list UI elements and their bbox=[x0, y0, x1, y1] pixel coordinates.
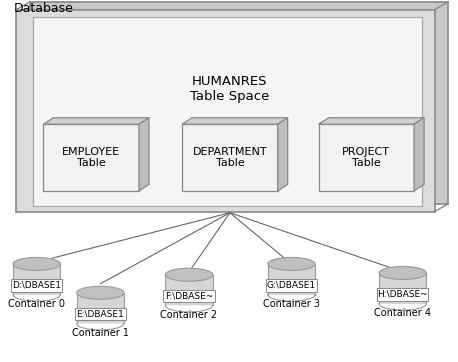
FancyBboxPatch shape bbox=[319, 124, 414, 191]
Text: PROJECT
Table: PROJECT Table bbox=[343, 147, 390, 168]
Polygon shape bbox=[76, 317, 124, 323]
Text: HUMANRES
Table Space: HUMANRES Table Space bbox=[190, 75, 270, 103]
Polygon shape bbox=[165, 275, 213, 306]
Polygon shape bbox=[319, 118, 424, 124]
Text: F:\DBASE~: F:\DBASE~ bbox=[165, 292, 213, 301]
Text: E:\DBASE1: E:\DBASE1 bbox=[76, 310, 124, 319]
FancyBboxPatch shape bbox=[11, 279, 62, 291]
Polygon shape bbox=[379, 297, 426, 304]
Text: EMPLOYEE
Table: EMPLOYEE Table bbox=[62, 147, 120, 168]
Text: D:\DBASE1: D:\DBASE1 bbox=[12, 281, 61, 290]
Polygon shape bbox=[379, 266, 426, 279]
Text: Database: Database bbox=[14, 3, 74, 16]
Polygon shape bbox=[44, 118, 149, 124]
FancyBboxPatch shape bbox=[75, 308, 126, 320]
Polygon shape bbox=[76, 293, 124, 323]
Polygon shape bbox=[13, 257, 60, 270]
Text: Container 3: Container 3 bbox=[263, 299, 320, 309]
Text: G:\DBASE1: G:\DBASE1 bbox=[267, 281, 316, 290]
Polygon shape bbox=[379, 273, 426, 304]
Polygon shape bbox=[13, 264, 60, 295]
Polygon shape bbox=[76, 286, 124, 299]
Text: H:\DBASE~: H:\DBASE~ bbox=[377, 290, 428, 299]
FancyBboxPatch shape bbox=[182, 124, 278, 191]
Polygon shape bbox=[139, 118, 149, 191]
Text: DEPARTMENT
Table: DEPARTMENT Table bbox=[193, 147, 267, 168]
Polygon shape bbox=[267, 264, 315, 295]
FancyBboxPatch shape bbox=[266, 279, 317, 291]
Text: Container 1: Container 1 bbox=[72, 328, 129, 338]
Polygon shape bbox=[414, 118, 424, 191]
FancyBboxPatch shape bbox=[163, 290, 215, 302]
FancyBboxPatch shape bbox=[377, 288, 429, 300]
Polygon shape bbox=[278, 118, 288, 191]
Polygon shape bbox=[165, 268, 213, 281]
Polygon shape bbox=[267, 257, 315, 270]
Polygon shape bbox=[267, 288, 315, 295]
Text: Container 4: Container 4 bbox=[374, 308, 431, 318]
FancyBboxPatch shape bbox=[44, 124, 139, 191]
Polygon shape bbox=[13, 288, 60, 295]
Polygon shape bbox=[182, 118, 288, 124]
Text: Container 2: Container 2 bbox=[160, 310, 218, 320]
FancyBboxPatch shape bbox=[33, 17, 422, 206]
Polygon shape bbox=[165, 299, 213, 306]
FancyBboxPatch shape bbox=[16, 10, 435, 212]
Text: Container 0: Container 0 bbox=[8, 299, 65, 309]
FancyBboxPatch shape bbox=[30, 2, 448, 204]
